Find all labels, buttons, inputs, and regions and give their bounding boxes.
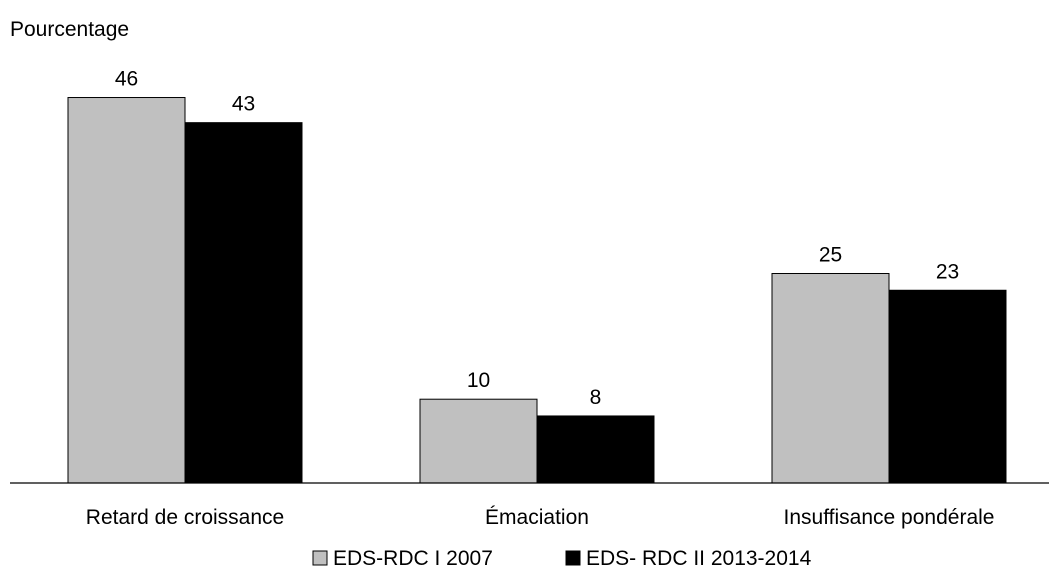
bar-retard-de-croissance-series-1 bbox=[67, 97, 186, 484]
value-labels-layer: 46 43 10 8 25 23 bbox=[115, 68, 959, 409]
legend-label-series-1: EDS-RDC I 2007 bbox=[333, 547, 493, 570]
bar-insuffisance-ponderale-series-2 bbox=[888, 289, 1007, 484]
category-label-retard-de-croissance: Retard de croissance bbox=[86, 506, 284, 529]
legend: EDS-RDC I 2007 EDS- RDC II 2013-2014 bbox=[312, 547, 812, 570]
category-label-emaciation: Émaciation bbox=[485, 506, 589, 529]
legend-label-series-2: EDS- RDC II 2013-2014 bbox=[586, 547, 812, 570]
value-label-insuffisance-ponderale-series-1: 25 bbox=[819, 244, 842, 267]
bars-layer bbox=[67, 97, 1007, 484]
category-labels-layer: Retard de croissance Émaciation Insuffisan… bbox=[86, 506, 995, 529]
bar-retard-de-croissance-series-2 bbox=[184, 122, 303, 484]
value-label-emaciation-series-1: 10 bbox=[467, 369, 490, 392]
value-label-emaciation-series-2: 8 bbox=[590, 386, 602, 409]
value-label-insuffisance-ponderale-series-2: 23 bbox=[936, 260, 959, 283]
bar-emaciation-series-2 bbox=[536, 415, 655, 484]
value-label-retard-de-croissance-series-1: 46 bbox=[115, 68, 138, 91]
legend-swatch-series-1 bbox=[312, 550, 328, 566]
y-axis-label: Pourcentage bbox=[10, 18, 129, 41]
legend-swatch-series-2 bbox=[565, 550, 581, 566]
value-label-retard-de-croissance-series-2: 43 bbox=[232, 93, 255, 116]
category-label-insuffisance-ponderale: Insuffisance pondérale bbox=[784, 506, 995, 529]
bar-emaciation-series-1 bbox=[419, 398, 538, 484]
bar-insuffisance-ponderale-series-1 bbox=[771, 273, 890, 484]
